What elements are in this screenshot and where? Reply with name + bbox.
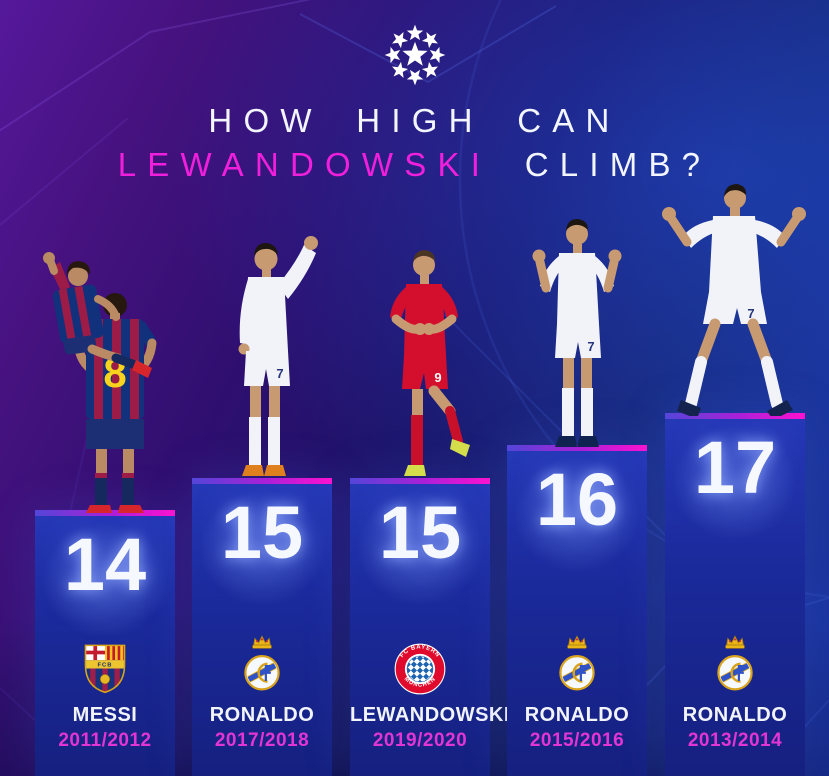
title-highlight: LEWANDOWSKI <box>117 146 492 183</box>
title-suffix: CLIMB? <box>524 146 712 183</box>
player-figure-lewandowski-celebration: 9 <box>356 229 498 481</box>
season-label: 2017/2018 <box>214 730 310 751</box>
player-figure-ronaldo-arms-spread: 7 <box>643 172 827 417</box>
page-title: HOW HIGH CAN LEWANDOWSKI CLIMB? <box>0 99 829 187</box>
season-label: 2015/2016 <box>529 730 625 751</box>
header: HOW HIGH CAN LEWANDOWSKI CLIMB? <box>0 0 829 187</box>
column-top-stripe <box>350 477 490 484</box>
goal-count: 14 <box>63 523 147 606</box>
column-top-stripe <box>665 413 805 420</box>
column-top-stripe <box>507 445 647 452</box>
goal-count: 17 <box>693 426 777 510</box>
svg-text:7: 7 <box>587 339 594 354</box>
real-madrid-crest-icon <box>717 635 753 691</box>
column-top-stripe <box>35 510 175 516</box>
goal-count: 15 <box>378 490 462 574</box>
player-figure-ronaldo-fist-pump: 7 <box>198 219 340 481</box>
player-figure-ronaldo-double-fist: 7 <box>513 200 647 448</box>
player-name: LEWANDOWSKI <box>350 704 510 726</box>
player-figure-messi-piggyback: 8 <box>20 247 192 513</box>
svg-text:7: 7 <box>747 306 754 321</box>
svg-text:9: 9 <box>434 370 441 385</box>
goal-column-messi-2012: 14 F <box>18 500 192 776</box>
player-name: MESSI <box>72 704 138 726</box>
goal-column-ronaldo-2016: 16 RONALDO 2015/2016 <box>490 435 664 776</box>
title-line2: LEWANDOWSKI CLIMB? <box>0 143 829 187</box>
ucl-starball-icon <box>383 23 445 86</box>
season-label: 2019/2020 <box>372 730 468 751</box>
real-madrid-crest-icon <box>559 635 595 691</box>
column-top-stripe <box>192 477 332 484</box>
player-name: RONALDO <box>682 704 788 726</box>
title-line1: HOW HIGH CAN <box>208 102 621 139</box>
goal-column-ronaldo-2018: 15 RONALDO 2017/2018 <box>175 467 349 776</box>
svg-text:FCB: FCB <box>97 662 112 668</box>
fc-barcelona-crest-icon: FCB <box>84 644 126 694</box>
player-name: RONALDO <box>524 704 630 726</box>
player-name: RONALDO <box>209 704 315 726</box>
fc-bayern-munich-crest-icon: FC BAYERN MÜNCHEN <box>394 643 446 695</box>
goal-column-ronaldo-2014: 17 RONALDO 2013/2014 <box>648 403 822 776</box>
real-madrid-crest-icon <box>244 635 280 691</box>
svg-text:7: 7 <box>276 366 283 381</box>
goal-column-lewandowski-2020: 15 FC BAYERN MÜNCH <box>333 467 510 776</box>
goal-count: 16 <box>535 458 619 542</box>
goal-count: 15 <box>220 490 304 574</box>
season-label: 2013/2014 <box>687 730 783 751</box>
season-label: 2011/2012 <box>58 730 152 751</box>
